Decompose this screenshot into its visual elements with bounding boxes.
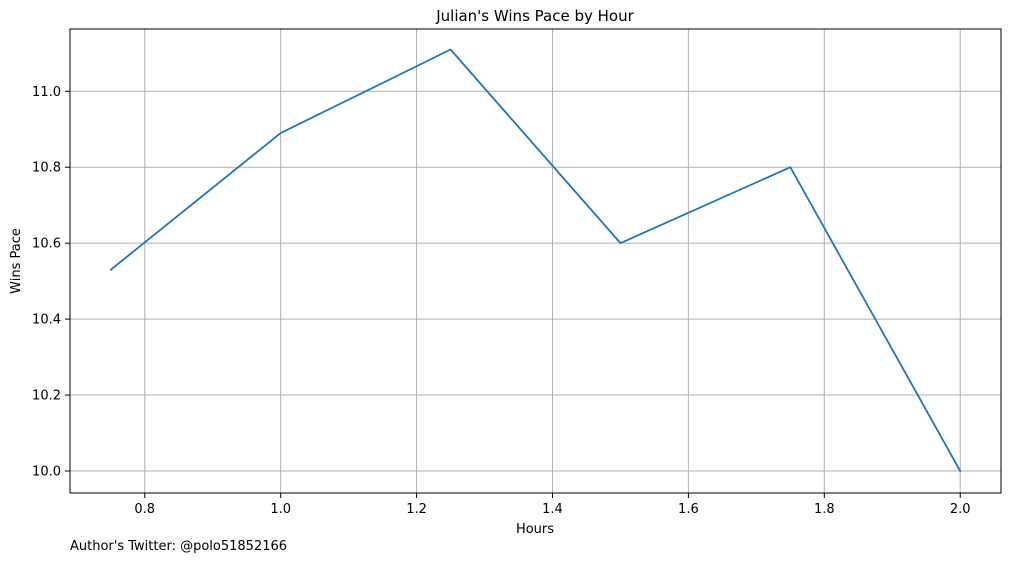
axes-frame (69, 28, 1002, 494)
y-axis-ticks: 10.0 10.2 10.4 10.6 10.8 11.0 (32, 85, 70, 479)
y-axis-title: Wins Pace (9, 228, 24, 294)
y-tick-label: 10.8 (32, 161, 61, 176)
y-tick-label: 10.6 (32, 237, 61, 252)
series-layer (109, 48, 962, 473)
x-tick-label: 2.0 (950, 502, 971, 517)
x-axis-title: Hours (516, 522, 554, 537)
x-tick-label: 1.8 (814, 502, 835, 517)
grid-lines (70, 29, 1001, 493)
x-tick-label: 1.2 (406, 502, 427, 517)
series-line (109, 48, 962, 473)
x-axis-ticks: 0.8 1.0 1.2 1.4 1.6 1.8 2.0 (134, 493, 971, 517)
author-twitter-credit: Author's Twitter: @polo51852166 (70, 539, 287, 554)
y-tick-label: 10.2 (32, 389, 61, 404)
y-tick-label: 10.0 (32, 464, 61, 479)
x-tick-label: 0.8 (134, 502, 155, 517)
x-tick-label: 1.6 (678, 502, 699, 517)
y-tick-label: 11.0 (32, 85, 61, 100)
chart-title: Julian's Wins Pace by Hour (435, 7, 634, 25)
x-tick-label: 1.4 (542, 502, 563, 517)
x-tick-label: 1.0 (270, 502, 291, 517)
y-tick-label: 10.4 (32, 313, 61, 328)
